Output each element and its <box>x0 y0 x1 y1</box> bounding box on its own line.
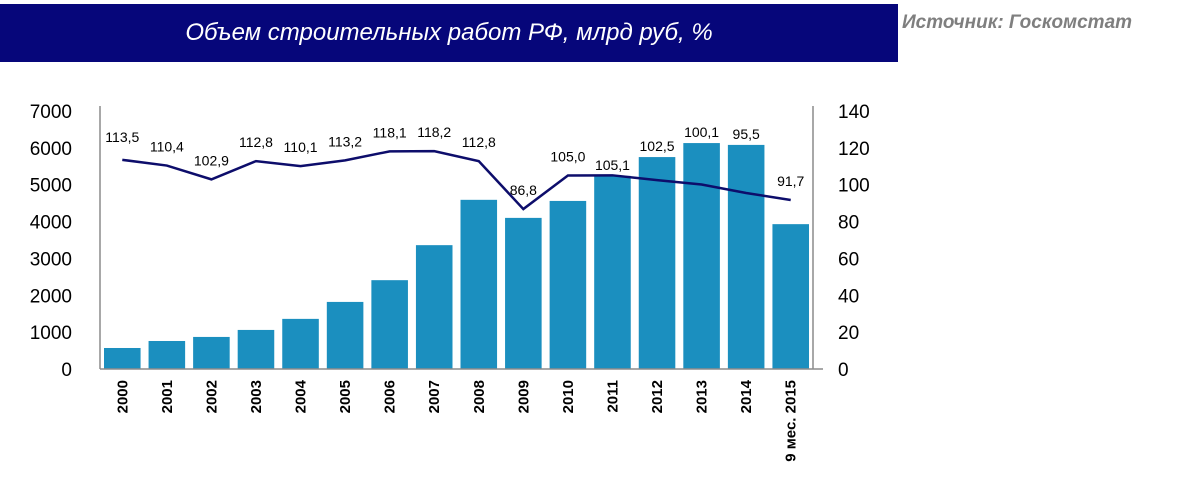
bar-2012 <box>638 157 676 369</box>
data-label-2013: 100,1 <box>684 124 719 140</box>
left-tick-label: 5000 <box>30 176 72 197</box>
bar-2005 <box>326 301 364 369</box>
x-tick-label: 2009 <box>515 380 532 413</box>
bar-2010 <box>549 200 587 369</box>
x-tick-label: 9 мес. 2015 <box>783 380 800 462</box>
x-tick-label: 2001 <box>159 380 176 413</box>
bar-2008 <box>460 199 498 369</box>
x-tick-label: 2006 <box>382 380 399 413</box>
right-tick-label: 40 <box>838 286 859 307</box>
data-label-2000: 113,5 <box>105 129 139 145</box>
bar-2000 <box>104 347 141 369</box>
data-label-2001: 110,4 <box>150 139 184 155</box>
right-tick-label: 0 <box>838 360 849 381</box>
data-label-2007: 118,2 <box>417 124 451 140</box>
right-tick-label: 100 <box>838 176 870 197</box>
data-label-2009: 86,8 <box>510 182 537 198</box>
bar-2013 <box>683 143 720 369</box>
left-tick-label: 6000 <box>30 139 72 160</box>
x-tick-label: 2002 <box>203 380 220 413</box>
bar-2014 <box>727 144 765 369</box>
bar-2004 <box>282 318 319 369</box>
x-tick-label: 2014 <box>738 379 755 413</box>
bar-2009 <box>505 217 542 369</box>
x-tick-label: 2013 <box>694 380 711 413</box>
x-tick-label: 2003 <box>248 380 265 413</box>
data-label-2005: 113,2 <box>328 133 362 149</box>
source-note: Источник: Госкомстат <box>902 12 1133 33</box>
x-tick-label: 2000 <box>114 380 131 413</box>
left-tick-label: 2000 <box>30 286 72 307</box>
x-tick-label: 2005 <box>337 380 354 413</box>
bar-2007 <box>415 245 453 369</box>
data-label-2002: 102,9 <box>194 152 229 168</box>
chart-title: Объем строительных работ РФ, млрд руб, % <box>0 4 898 62</box>
bar-9 мес. 2015 <box>772 224 809 369</box>
right-tick-label: 20 <box>838 323 859 344</box>
data-label-2006: 118,1 <box>373 124 407 140</box>
bar-2006 <box>371 280 408 369</box>
line-series <box>122 149 791 211</box>
right-tick-label: 60 <box>838 249 859 270</box>
data-label-2010: 105,0 <box>550 149 585 165</box>
left-tick-label: 4000 <box>30 213 72 234</box>
data-label-2014: 95,5 <box>733 126 760 142</box>
bar-2002 <box>193 336 230 369</box>
bar-2011 <box>594 175 631 369</box>
x-tick-label: 2011 <box>604 380 621 413</box>
data-label-2003: 112,8 <box>239 134 273 150</box>
data-label-2008: 112,8 <box>462 134 496 150</box>
right-tick-label: 140 <box>838 102 870 123</box>
data-label-2004: 110,1 <box>284 139 318 155</box>
x-tick-label: 2004 <box>293 379 310 413</box>
x-tick-label: 2007 <box>426 380 443 413</box>
data-label-9 мес. 2015: 91,7 <box>777 173 804 189</box>
right-tick-label: 80 <box>838 213 859 234</box>
left-tick-label: 3000 <box>30 249 72 270</box>
data-label-2011: 105,1 <box>595 157 630 173</box>
left-tick-label: 0 <box>61 360 72 381</box>
x-tick-label: 2008 <box>471 380 488 413</box>
data-label-2012: 102,5 <box>640 138 675 154</box>
right-tick-label: 120 <box>838 139 870 160</box>
left-tick-label: 7000 <box>30 102 72 123</box>
bar-2001 <box>148 340 186 369</box>
x-tick-label: 2010 <box>560 380 577 413</box>
bar-2003 <box>237 329 275 369</box>
left-tick-label: 1000 <box>30 323 72 344</box>
x-tick-label: 2012 <box>649 380 666 413</box>
